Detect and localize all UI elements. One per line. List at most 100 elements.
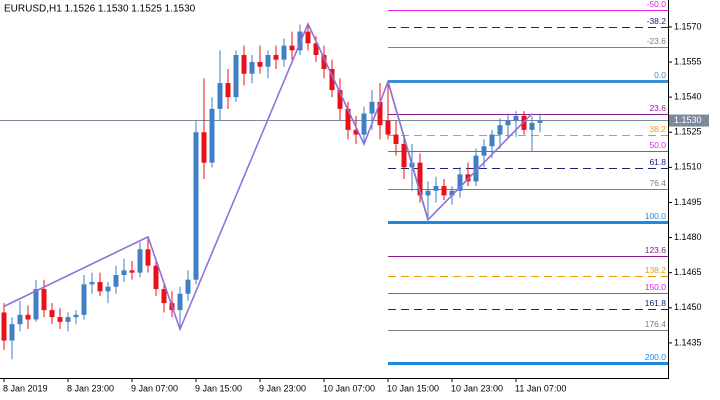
fib-level-label: 138.2 bbox=[645, 265, 667, 275]
y-tick-label: 1.1540 bbox=[674, 92, 702, 102]
fib-level-label: 61.8 bbox=[649, 157, 666, 167]
candle-body bbox=[385, 120, 391, 135]
candle-body bbox=[49, 310, 55, 318]
candle-body bbox=[425, 190, 431, 196]
zigzag-line bbox=[3, 21, 533, 332]
chart-title: EURUSD,H1 1.1526 1.1530 1.1525 1.1530 bbox=[4, 4, 196, 15]
x-tick-label: 10 Jan 15:00 bbox=[387, 383, 439, 393]
y-tick-label: 1.1435 bbox=[674, 337, 702, 347]
fib-level-label: 150.0 bbox=[645, 282, 667, 292]
y-tick-label: 1.1450 bbox=[674, 302, 702, 312]
candle-body bbox=[65, 317, 71, 322]
candle-body bbox=[137, 249, 143, 273]
candle-body bbox=[33, 289, 39, 320]
candle-body bbox=[529, 122, 535, 130]
fib-level-label: 123.6 bbox=[645, 245, 667, 255]
candle-body bbox=[417, 162, 423, 196]
candle-body bbox=[521, 115, 527, 130]
fib-level-label: -23.6 bbox=[647, 36, 667, 46]
candle-body bbox=[449, 190, 455, 196]
candle-body bbox=[41, 289, 47, 311]
candle-body bbox=[393, 134, 399, 144]
fib-level-label: 0.0 bbox=[654, 70, 666, 80]
y-tick-label: 1.1510 bbox=[674, 162, 702, 172]
candle-body bbox=[537, 120, 543, 123]
candle-body bbox=[9, 324, 15, 341]
fib-level-label: -38.2 bbox=[647, 16, 667, 26]
candle-body bbox=[401, 143, 407, 168]
candle-body bbox=[497, 125, 503, 135]
x-tick-label: 10 Jan 07:00 bbox=[323, 383, 375, 393]
current-price-box bbox=[669, 114, 709, 127]
y-tick-label: 1.1555 bbox=[674, 56, 702, 66]
current-price-label: 1.1530 bbox=[674, 115, 702, 125]
candle-body bbox=[217, 83, 223, 109]
candle-body bbox=[73, 314, 79, 318]
y-tick-label: 1.1570 bbox=[674, 21, 702, 31]
candle-body bbox=[513, 115, 519, 121]
candle-body bbox=[353, 129, 359, 135]
candle-body bbox=[265, 55, 271, 67]
candle-body bbox=[153, 265, 159, 290]
candle-body bbox=[185, 279, 191, 294]
x-tick-label: 8 Jan 2019 bbox=[3, 383, 48, 393]
candle-body bbox=[129, 270, 135, 273]
candle-body bbox=[369, 101, 375, 114]
candle-body bbox=[81, 284, 87, 315]
fib-level-label: 161.8 bbox=[645, 298, 667, 308]
candle-body bbox=[441, 186, 447, 196]
candle-body bbox=[361, 113, 367, 135]
candle-body bbox=[505, 120, 511, 126]
candle-body bbox=[313, 43, 319, 56]
candle-body bbox=[89, 282, 95, 285]
candle-body bbox=[105, 286, 111, 292]
candle-body bbox=[97, 282, 103, 292]
candle-body bbox=[209, 108, 215, 163]
fib-level-label: 38.2 bbox=[649, 124, 666, 134]
candle-body bbox=[337, 90, 343, 109]
candle-body bbox=[481, 146, 487, 156]
fib-level-label: 50.0 bbox=[649, 140, 666, 150]
candle-body bbox=[249, 62, 255, 74]
candle-body bbox=[57, 317, 63, 322]
y-tick-label: 1.1495 bbox=[674, 197, 702, 207]
candle-body bbox=[289, 45, 295, 51]
candle-body bbox=[345, 108, 351, 130]
y-tick-label: 1.1465 bbox=[674, 267, 702, 277]
fib-level-label: 23.6 bbox=[649, 103, 666, 113]
candle-body bbox=[377, 101, 383, 126]
candle-body bbox=[225, 83, 231, 98]
candle-body bbox=[305, 31, 311, 44]
candle-body bbox=[17, 314, 23, 325]
candle-body bbox=[433, 186, 439, 191]
fib-level-label: 100.0 bbox=[645, 211, 667, 221]
x-tick-label: 8 Jan 23:00 bbox=[67, 383, 114, 393]
x-tick-label: 9 Jan 23:00 bbox=[259, 383, 306, 393]
candle-body bbox=[201, 132, 207, 163]
candle-body bbox=[161, 289, 167, 304]
y-tick-label: 1.1525 bbox=[674, 127, 702, 137]
candle-body bbox=[177, 293, 183, 311]
candle-body bbox=[321, 55, 327, 70]
candle-body bbox=[241, 55, 247, 74]
fib-level-label: 76.4 bbox=[649, 178, 666, 188]
candle-body bbox=[329, 69, 335, 91]
candle-body bbox=[233, 55, 239, 98]
fib-level-label: 200.0 bbox=[645, 352, 667, 362]
candle-body bbox=[457, 174, 463, 191]
fib-level-label: 176.4 bbox=[645, 319, 667, 329]
candle-body bbox=[489, 134, 495, 147]
candle-body bbox=[281, 45, 287, 60]
candle-body bbox=[113, 275, 119, 287]
x-tick-label: 9 Jan 07:00 bbox=[131, 383, 178, 393]
fib-level-label: -50.0 bbox=[647, 0, 667, 9]
x-tick-label: 11 Jan 07:00 bbox=[515, 383, 566, 393]
candle-body bbox=[1, 312, 7, 341]
x-tick-label: 10 Jan 23:00 bbox=[451, 383, 503, 393]
candle-body bbox=[145, 249, 151, 266]
y-tick-label: 1.1480 bbox=[674, 232, 702, 242]
candle-body bbox=[193, 132, 199, 280]
